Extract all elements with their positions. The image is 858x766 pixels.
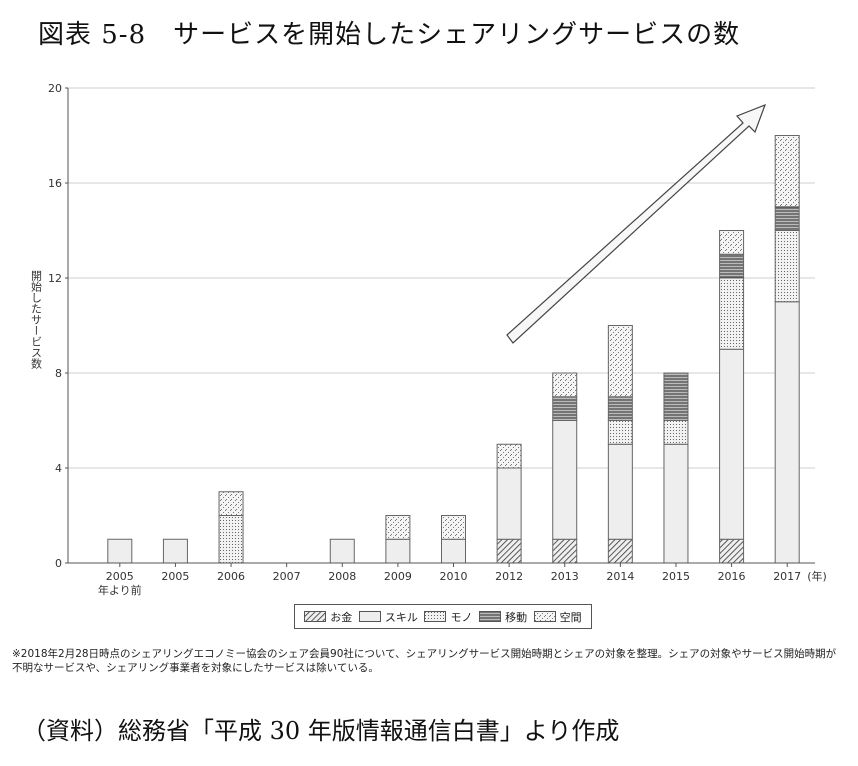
x-tick-label: 2015 [662,570,690,583]
x-tick-label: 2006 [217,570,245,583]
bar-segment-diagonal [719,538,745,564]
bar-segment-hlines [663,372,689,421]
y-tick-label: 16 [48,177,62,190]
bar-segment-plain [385,538,411,564]
footnote: ※2018年2月28日時点のシェアリングエコノミー協会のシェア会員90社について… [12,648,837,674]
bar-segment-dotted [218,515,244,564]
bar-segment-plain [107,538,133,564]
y-tick-label: 20 [48,82,62,95]
legend-swatch [424,611,447,622]
bar-segment-speckle [218,491,244,516]
legend-label: スキル [384,610,418,624]
legend-swatch [304,611,327,622]
x-tick-label: 2005 [161,570,189,583]
x-tick-label: 2008 [328,570,356,583]
x-tick-label: 2010 [440,570,468,583]
legend-item: モノ [424,609,472,625]
bar-segment-diagonal [607,538,633,564]
bar-segment-hlines [719,253,745,279]
x-tick-label: 2012 [495,570,523,583]
x-tick-label: 2014 [606,570,634,583]
bar-segment-dotted [607,420,633,445]
bar-segment-plain [719,348,745,540]
legend-label: 移動 [505,610,528,624]
y-axis-label: 開始したサービス数 [30,270,43,370]
legend-item: スキル [358,609,418,625]
legend-label: お金 [330,610,353,624]
bar-segment-plain [774,301,800,564]
bar-segment-plain [607,443,633,540]
figure-title: 図表 5-8 サービスを開始したシェアリングサービスの数 [38,20,741,50]
chart-legend: お金 スキル モノ 移動 空間 [294,604,592,629]
bar-segment-speckle [607,325,633,398]
bar-segment-hlines [774,206,800,231]
bar-segment-speckle [774,135,800,208]
source-line: （資料）総務省「平成 30 年版情報通信白書」より作成 [22,717,620,745]
legend-label: モノ [450,610,473,624]
bar-segment-hlines [552,396,578,421]
legend-swatch [479,611,502,622]
legend-swatch [358,611,381,622]
legend-item: お金 [304,609,352,625]
bar-segment-diagonal [552,538,578,564]
bar-segment-speckle [385,515,411,540]
x-tick-label: 年より前 [98,583,142,597]
bar-segment-plain [162,538,188,564]
bar-segment-plain [552,420,578,540]
y-tick-label: 8 [55,367,62,380]
x-tick-label: 2016 [718,570,746,583]
bar-segment-dotted [719,277,745,350]
bar-segment-dotted [663,420,689,445]
bar-segment-dotted [774,230,800,303]
bar-segment-speckle [441,515,466,540]
legend-swatch [533,611,556,622]
legend-label: 空間 [559,610,582,624]
bar-segment-speckle [496,443,522,469]
x-tick-label: 2009 [384,570,412,583]
bar-segment-speckle [719,230,745,255]
bar-segment-speckle [552,372,578,398]
y-tick-label: 0 [55,557,62,570]
bar-segment-plain [329,538,355,564]
legend-item: 移動 [479,609,527,625]
trend-arrow [506,103,767,344]
y-tick-label: 12 [48,272,62,285]
x-tick-label: 2013 [551,570,579,583]
bar-segment-plain [663,443,689,564]
legend-item: 空間 [533,609,582,625]
bar-segment-plain [496,467,522,540]
x-tick-label: 2007 [273,570,301,583]
bar-segment-diagonal [496,538,522,564]
x-tick-label: 2017 [773,570,801,583]
x-unit-label: (年) [807,569,827,583]
bar-segment-plain [441,538,466,564]
y-tick-label: 4 [55,462,62,475]
x-tick-label: 2005 [106,570,134,583]
bar-segment-hlines [607,396,633,421]
